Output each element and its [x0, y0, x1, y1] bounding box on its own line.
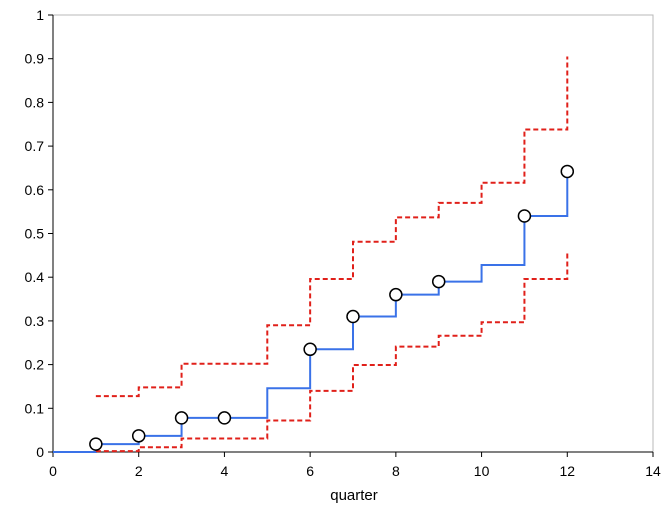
y-tick-label: 0.2 — [25, 357, 45, 373]
y-tick-label: 1 — [36, 7, 44, 23]
y-tick-label: 0.3 — [25, 313, 45, 329]
x-tick-label: 10 — [474, 463, 490, 479]
y-tick-label: 0.6 — [25, 182, 45, 198]
y-tick-label: 0.1 — [25, 400, 45, 416]
data-point — [560, 164, 575, 179]
y-tick-label: 0.7 — [25, 138, 45, 154]
labels-layer: 00.10.20.30.40.50.60.70.80.910 2 4 6 8 10 12 14 — [25, 7, 661, 479]
data-point — [174, 411, 189, 425]
series-layer — [53, 56, 569, 453]
data-point — [346, 309, 360, 324]
x-tick-label: 8 — [392, 463, 400, 479]
markers-layer — [89, 164, 575, 451]
series-step-line-2 — [95, 250, 569, 453]
axes — [48, 14, 654, 457]
data-point — [217, 411, 232, 425]
data-point — [389, 287, 403, 302]
x-tick-label: 6 — [306, 463, 314, 479]
x-tick-label: 12 — [559, 463, 575, 479]
data-point — [131, 429, 146, 443]
y-tick-label: 0.9 — [25, 51, 45, 67]
x-tick-label: 14 — [645, 463, 661, 479]
data-point — [303, 342, 317, 357]
y-tick-label: 0.4 — [25, 269, 45, 285]
data-point — [89, 437, 103, 451]
x-tick-label: 0 — [49, 463, 57, 479]
x-axis-title: quarter — [330, 487, 378, 504]
y-tick-label: 0.8 — [25, 94, 45, 110]
y-tick-label: 0 — [36, 444, 44, 460]
data-point — [517, 209, 532, 223]
x-tick-label: 4 — [221, 463, 229, 479]
y-tick-label: 0.5 — [25, 226, 45, 242]
x-tick-label: 2 — [135, 463, 143, 479]
series-step-line-1 — [95, 56, 569, 398]
data-point — [431, 274, 446, 289]
